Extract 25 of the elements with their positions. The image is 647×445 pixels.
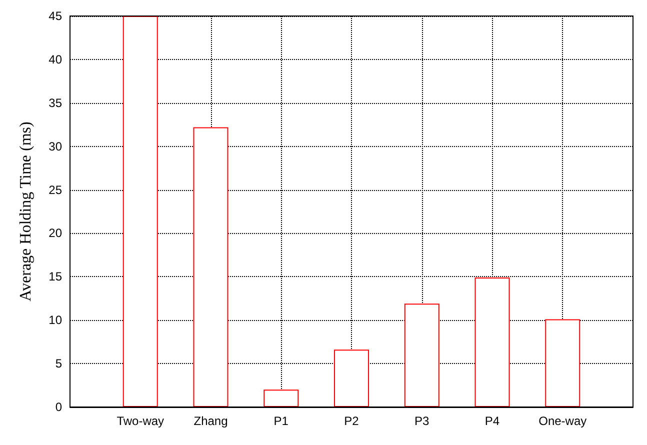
y-axis-title: Average Holding Time (ms) <box>18 122 34 302</box>
y-tick-label: 25 <box>48 182 62 197</box>
x-tick-label: Zhang <box>194 414 228 428</box>
y-tick-label: 10 <box>48 313 62 328</box>
x-tick-label: P2 <box>344 414 360 428</box>
bar <box>122 16 158 407</box>
bar <box>264 390 299 407</box>
bar <box>334 350 369 407</box>
y-tick-label: 20 <box>48 226 62 240</box>
bar <box>545 319 580 407</box>
x-tick-label: P3 <box>414 414 430 428</box>
bar <box>474 278 510 407</box>
bar <box>193 127 228 407</box>
x-tick-label: P4 <box>484 414 500 428</box>
y-tick-label: 30 <box>48 139 62 154</box>
y-tick-label: 5 <box>55 356 62 371</box>
y-tick-label: 15 <box>48 270 62 284</box>
x-tick-label: Two-way <box>116 414 164 428</box>
y-tick-label: 0 <box>55 400 62 414</box>
bar <box>404 304 440 407</box>
y-tick-label: 45 <box>48 9 62 23</box>
x-tick-label: P1 <box>274 414 289 428</box>
y-tick-label: 40 <box>48 52 62 66</box>
x-tick-label: One-way <box>538 414 587 428</box>
y-tick-label: 35 <box>48 96 62 110</box>
